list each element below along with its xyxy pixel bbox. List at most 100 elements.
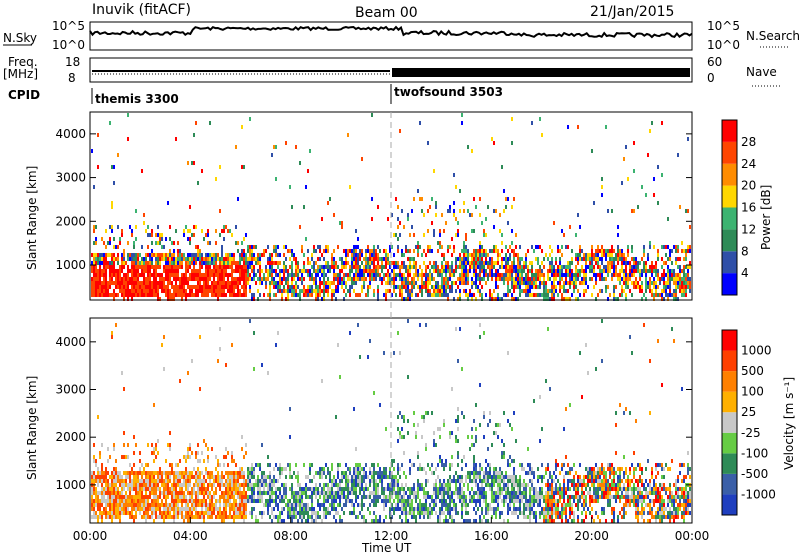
heatmap-cell xyxy=(457,495,459,499)
heatmap-cell xyxy=(253,245,255,249)
heatmap-cell xyxy=(245,499,247,503)
heatmap-cell xyxy=(409,233,411,237)
heatmap-cell xyxy=(337,483,339,487)
heatmap-cell xyxy=(479,253,481,257)
heatmap-cell xyxy=(273,277,275,281)
heatmap-cell xyxy=(267,455,269,459)
heatmap-cell xyxy=(201,479,203,483)
heatmap-cell xyxy=(477,249,479,253)
heatmap-cell xyxy=(669,293,671,297)
heatmap-cell xyxy=(273,491,275,495)
heatmap-cell xyxy=(277,285,279,289)
heatmap-cell xyxy=(473,261,475,265)
heatmap-cell xyxy=(131,495,133,499)
heatmap-cell xyxy=(639,289,641,293)
heatmap-cell xyxy=(157,479,159,483)
cpid-row: CPID themis 3300 twofsound 3503 xyxy=(8,84,503,106)
heatmap-cell xyxy=(401,249,403,253)
heatmap-cell xyxy=(545,293,547,297)
heatmap-cell xyxy=(313,289,315,293)
heatmap-cell xyxy=(121,507,123,511)
heatmap-cell xyxy=(225,515,227,519)
heatmap-cell xyxy=(339,491,341,495)
heatmap-cell xyxy=(663,269,665,273)
heatmap-cell xyxy=(615,265,617,269)
heatmap-cell xyxy=(457,475,459,479)
heatmap-cell xyxy=(151,507,153,511)
heatmap-cell xyxy=(295,145,297,149)
heatmap-cell xyxy=(305,269,307,273)
heatmap-cell xyxy=(111,229,113,233)
heatmap-cell xyxy=(461,479,463,483)
heatmap-cell xyxy=(515,281,517,285)
heatmap-cell xyxy=(315,273,317,277)
heatmap-cell xyxy=(523,261,525,265)
heatmap-cell xyxy=(409,503,411,507)
heatmap-cell xyxy=(221,471,223,475)
heatmap-cell xyxy=(179,249,181,253)
heatmap-cell xyxy=(399,431,401,435)
heatmap-cell xyxy=(141,285,143,289)
heatmap-cell xyxy=(489,273,491,277)
heatmap-cell xyxy=(503,189,505,193)
heatmap-cell xyxy=(295,491,297,495)
heatmap-cell xyxy=(241,265,243,269)
nave-tick-top: 60 xyxy=(707,55,722,69)
heatmap-cell xyxy=(227,281,229,285)
heatmap-cell xyxy=(367,273,369,277)
heatmap-cell xyxy=(163,491,165,495)
heatmap-cell xyxy=(189,261,191,265)
heatmap-cell xyxy=(225,507,227,511)
heatmap-cell xyxy=(301,491,303,495)
heatmap-cell xyxy=(447,265,449,269)
heatmap-cell xyxy=(147,511,149,515)
heatmap-cell xyxy=(239,281,241,285)
heatmap-cell xyxy=(207,447,209,451)
heatmap-cell xyxy=(467,253,469,257)
heatmap-cell xyxy=(185,471,187,475)
heatmap-cell xyxy=(177,491,179,495)
heatmap-cell xyxy=(443,281,445,285)
heatmap-cell xyxy=(583,257,585,261)
heatmap-cell xyxy=(671,273,673,277)
heatmap-cell xyxy=(459,293,461,297)
heatmap-cell xyxy=(349,467,351,471)
heatmap-cell xyxy=(675,281,677,285)
heatmap-cell xyxy=(553,265,555,269)
heatmap-cell xyxy=(419,245,421,249)
heatmap-cell xyxy=(193,257,195,261)
heatmap-cell xyxy=(187,261,189,265)
heatmap-cell xyxy=(451,455,453,459)
heatmap-cell xyxy=(361,467,363,471)
heatmap-cell xyxy=(341,277,343,281)
nsky-label: N.Sky xyxy=(3,31,37,45)
heatmap-cell xyxy=(439,245,441,249)
heatmap-cell xyxy=(193,269,195,273)
heatmap-cell xyxy=(337,471,339,475)
heatmap-cell xyxy=(479,241,481,245)
heatmap-cell xyxy=(113,293,115,297)
heatmap-cell xyxy=(459,265,461,269)
heatmap-cell xyxy=(581,281,583,285)
heatmap-cell xyxy=(213,273,215,277)
heatmap-cell xyxy=(373,487,375,491)
heatmap-cell xyxy=(347,249,349,253)
heatmap-cell xyxy=(295,511,297,515)
heatmap-cell xyxy=(475,435,477,439)
heatmap-cell xyxy=(537,277,539,281)
heatmap-cell xyxy=(411,285,413,289)
heatmap-cell xyxy=(195,475,197,479)
heatmap-cell xyxy=(393,511,395,515)
heatmap-cell xyxy=(207,277,209,281)
heatmap-cell xyxy=(147,487,149,491)
heatmap-cell xyxy=(223,511,225,515)
heatmap-cell xyxy=(537,269,539,273)
heatmap-cell xyxy=(485,233,487,237)
heatmap-cell xyxy=(113,511,115,515)
heatmap-cell xyxy=(383,273,385,277)
heatmap-cell xyxy=(367,495,369,499)
heatmap-cell xyxy=(95,475,97,479)
heatmap-cell xyxy=(541,269,543,273)
heatmap-cell xyxy=(325,289,327,293)
heatmap-cell xyxy=(315,277,317,281)
